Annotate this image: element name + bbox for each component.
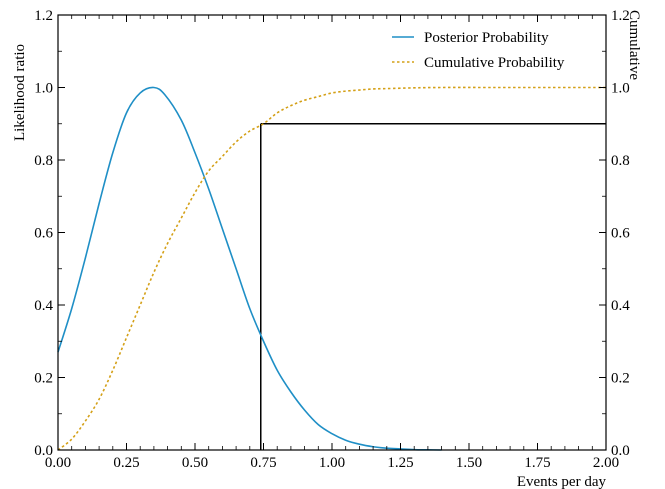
series-line-cumulative — [57, 86, 606, 451]
plot-frame — [57, 14, 607, 451]
ticks — [57, 14, 607, 451]
x-tick-label: 1.25 — [387, 455, 413, 471]
y-tick-label-left: 0.2 — [34, 371, 53, 387]
series-line-posterior — [57, 86, 442, 451]
y-tick-label-left: 1.0 — [34, 81, 53, 97]
legend-label-cumulative: Cumulative Probability — [424, 55, 565, 71]
y-axis-label-right: Cumulative — [626, 10, 642, 80]
tick-labels: 0.00 0.25 0.50 0.75 1.00 1.25 1.50 1.75 2.000.0 0… — [34, 8, 630, 471]
y-tick-label-left: 1.2 — [34, 8, 53, 24]
y-tick-label-right: 1.2 — [611, 8, 630, 24]
plot-lines — [57, 86, 606, 451]
legend: Posterior Probability Cumulative Probabi… — [392, 30, 565, 71]
y-tick-label-right: 0.6 — [611, 226, 630, 242]
y-tick-label-right: 0.0 — [611, 443, 630, 459]
x-tick-label: 1.75 — [524, 455, 550, 471]
x-tick-label: 0.00 — [45, 455, 71, 471]
x-tick-label: 1.50 — [456, 455, 482, 471]
x-tick-label: 0.25 — [113, 455, 139, 471]
y-tick-label-left: 0.8 — [34, 153, 53, 169]
legend-label-posterior: Posterior Probability — [424, 30, 549, 46]
y-tick-label-right: 0.4 — [611, 298, 630, 314]
y-tick-label-right: 0.2 — [611, 371, 630, 387]
x-tick-label: 2.00 — [593, 455, 619, 471]
y-tick-label-right: 1.0 — [611, 81, 630, 97]
y-tick-label-right: 0.8 — [611, 153, 630, 169]
x-tick-label: 1.00 — [319, 455, 345, 471]
y-tick-label-left: 0.0 — [34, 443, 53, 459]
y-tick-label-left: 0.6 — [34, 226, 53, 242]
x-tick-label: 0.75 — [250, 455, 276, 471]
y-tick-label-left: 0.4 — [34, 298, 53, 314]
y-axis-label-left: Likelihood ratio — [12, 44, 28, 141]
x-axis-label: Events per day — [517, 474, 607, 489]
x-tick-label: 0.50 — [182, 455, 208, 471]
